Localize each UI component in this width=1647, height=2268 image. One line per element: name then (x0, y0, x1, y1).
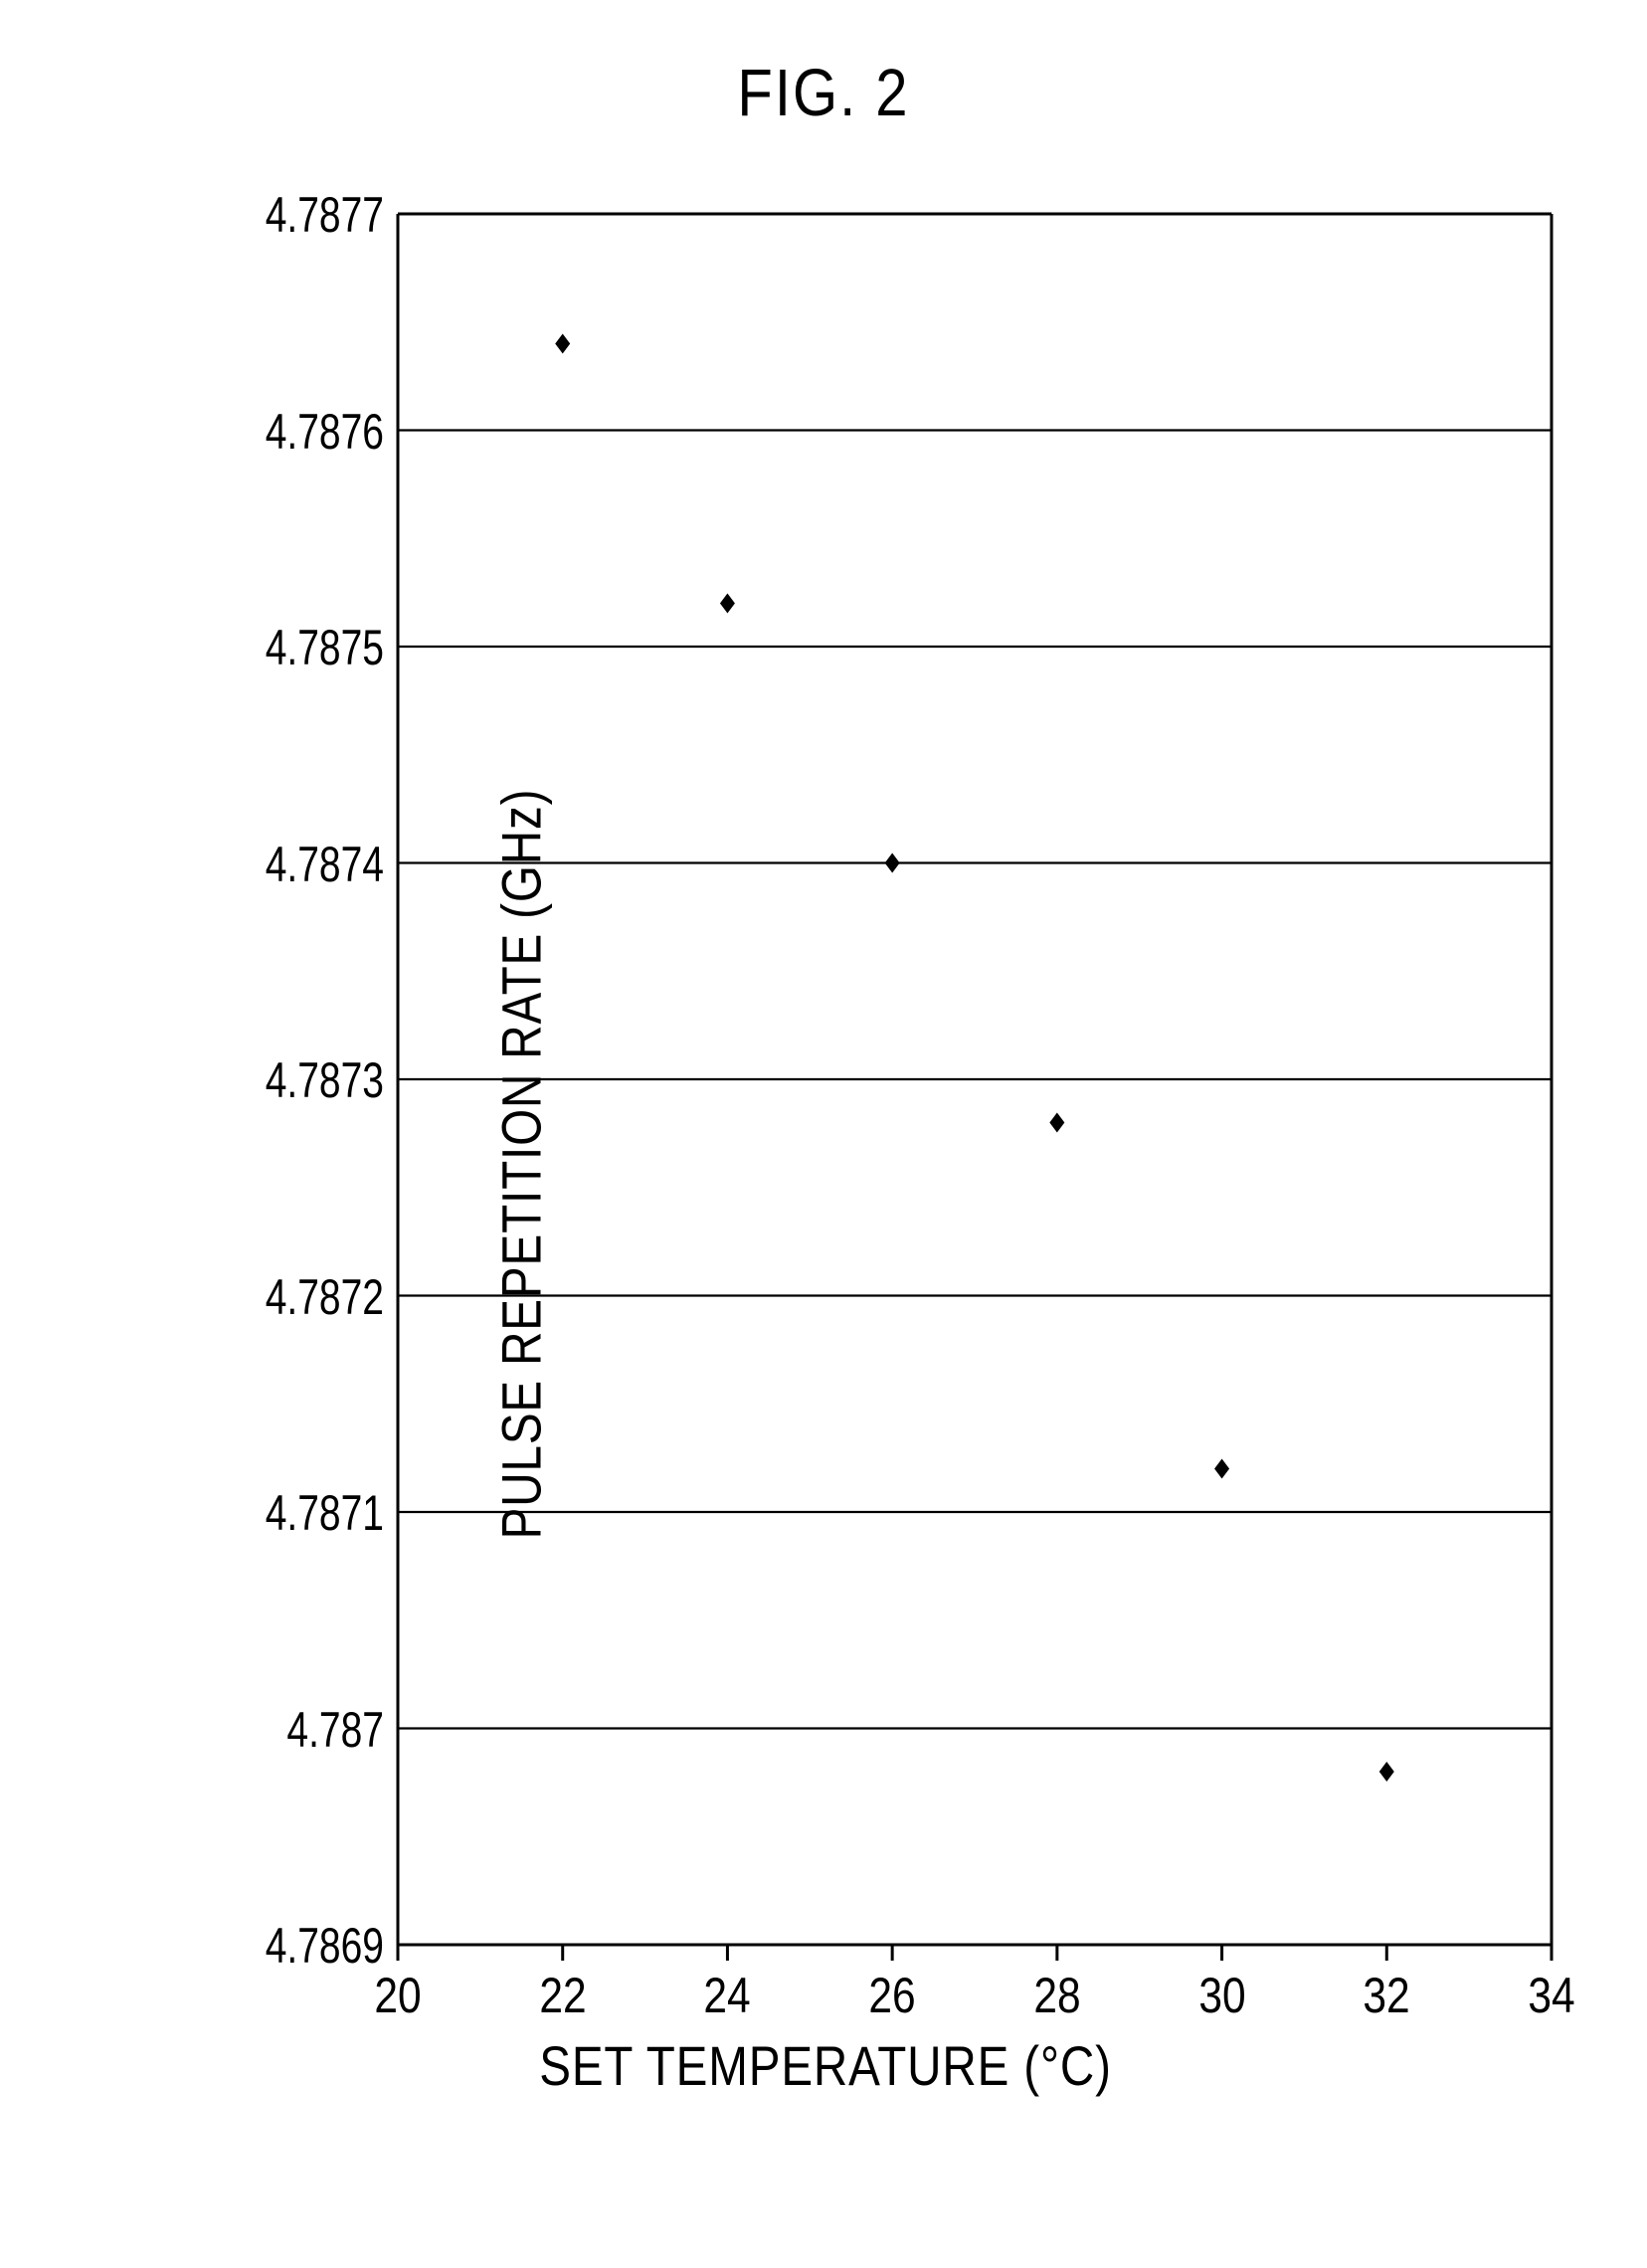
x-tick-label: 28 (1014, 1967, 1099, 2024)
x-tick-label: 30 (1180, 1967, 1264, 2024)
y-tick-label: 4.7876 (182, 403, 384, 461)
y-tick-label: 4.787 (182, 1701, 384, 1759)
y-tick-label: 4.7872 (182, 1268, 384, 1326)
figure-title: FIG. 2 (0, 55, 1647, 131)
x-tick-label: 32 (1345, 1967, 1429, 2024)
page: FIG. 2 PULSE REPETITION RATE (GHz) SET T… (0, 0, 1647, 2268)
x-tick-label: 26 (850, 1967, 935, 2024)
y-tick-label: 4.7873 (182, 1051, 384, 1109)
x-tick-label: 24 (685, 1967, 770, 2024)
y-tick-label: 4.7871 (182, 1484, 384, 1542)
y-tick-label: 4.7869 (182, 1917, 384, 1975)
x-tick-label: 20 (356, 1967, 441, 2024)
y-tick-label: 4.7877 (182, 186, 384, 244)
x-tick-label: 22 (520, 1967, 605, 2024)
x-tick-label: 34 (1510, 1967, 1594, 2024)
scatter-chart (60, 174, 1591, 2154)
y-tick-label: 4.7874 (182, 836, 384, 893)
y-axis-title: PULSE REPETITION RATE (GHz) (488, 789, 553, 1540)
x-axis-title: SET TEMPERATURE (°C) (175, 2033, 1477, 2098)
chart-container: PULSE REPETITION RATE (GHz) SET TEMPERAT… (60, 174, 1591, 2154)
y-tick-label: 4.7875 (182, 619, 384, 676)
